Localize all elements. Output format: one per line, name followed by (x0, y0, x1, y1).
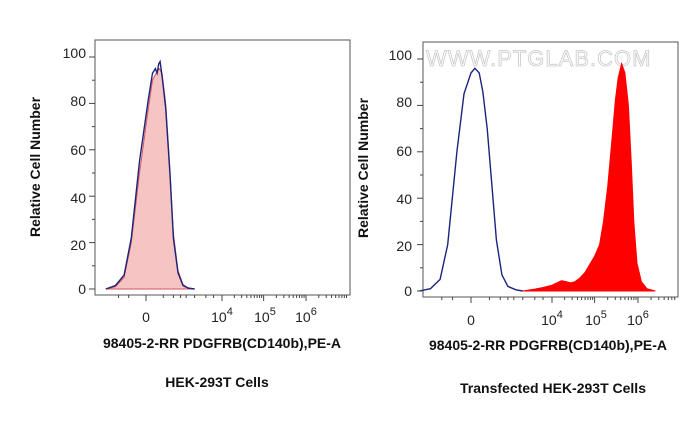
left-y-tick-label-100: 100 (63, 45, 87, 61)
left-chart: 0 20 40 60 80 100 0 104 105 106 Relative… (27, 39, 351, 390)
right-x-tick-exp-1e6: 6 (643, 309, 649, 321)
right-x-tick-exp-1e4: 4 (557, 309, 563, 321)
right-series-0-line (419, 67, 523, 292)
left-x-tick-label-1e6: 106 (295, 306, 317, 325)
left-data-layer (105, 59, 195, 290)
left-y-axis-label: Relative Cell Number (27, 96, 43, 237)
right-x-tick-base-1e4: 10 (541, 312, 557, 328)
right-x-tick-label-0: 0 (467, 312, 475, 328)
right-x-tick-label-1e5: 105 (585, 309, 607, 328)
right-x-tick-exp-1e5: 5 (601, 309, 607, 321)
right-chart: WWW.PTGLAB.COM 0 20 40 60 80 100 0 104 1… (355, 41, 679, 396)
left-x-tick-base-1e4: 10 (211, 309, 227, 325)
left-x-tick-exp-1e6: 6 (311, 306, 317, 318)
right-y-axis (417, 58, 423, 292)
right-y-axis-label: Relative Cell Number (355, 97, 371, 238)
right-y-tick-label-100: 100 (389, 47, 413, 63)
right-series-1-area (522, 61, 656, 292)
right-plot-frame (422, 41, 679, 298)
left-y-tick-label-0: 0 (78, 281, 86, 297)
left-y-axis (89, 56, 95, 290)
right-y-tick-label-40: 40 (396, 191, 412, 207)
left-x-tick-base-1e6: 10 (295, 309, 311, 325)
left-series-0-area (105, 67, 195, 290)
right-y-tick-label-80: 80 (396, 94, 412, 110)
right-data-layer (419, 61, 656, 292)
watermark: WWW.PTGLAB.COM (426, 46, 651, 71)
right-x-tick-base-1e6: 10 (627, 312, 643, 328)
left-y-tick-label-20: 20 (70, 237, 86, 253)
left-y-tick-label-40: 40 (70, 190, 86, 206)
left-x-tick-label-1e5: 105 (254, 306, 276, 325)
left-x-tick-label-1e4: 104 (211, 306, 233, 325)
right-y-tick-label-0: 0 (404, 283, 412, 299)
right-x-tick-base-1e5: 10 (585, 312, 601, 328)
right-x-tick-label-1e6: 106 (627, 309, 649, 328)
right-y-tick-label-60: 60 (396, 143, 412, 159)
right-chart-caption: Transfected HEK-293T Cells (460, 380, 646, 396)
right-x-axis-label: 98405-2-RR PDGFRB(CD140b),PE-A (429, 337, 667, 353)
right-x-tick-label-1e4: 104 (541, 309, 563, 328)
left-y-tick-label-80: 80 (70, 93, 86, 109)
left-x-axis-label: 98405-2-RR PDGFRB(CD140b),PE-A (103, 335, 341, 351)
left-x-tick-exp-1e4: 4 (227, 306, 233, 318)
left-series-1-line (105, 59, 195, 290)
left-x-axis (118, 295, 347, 301)
left-x-tick-exp-1e5: 5 (270, 306, 276, 318)
right-y-tick-label-20: 20 (396, 238, 412, 254)
left-x-tick-label-0: 0 (142, 309, 150, 325)
left-chart-caption: HEK-293T Cells (165, 374, 269, 390)
right-x-axis (441, 297, 676, 303)
left-y-tick-label-60: 60 (70, 142, 86, 158)
left-x-tick-base-1e5: 10 (254, 309, 270, 325)
